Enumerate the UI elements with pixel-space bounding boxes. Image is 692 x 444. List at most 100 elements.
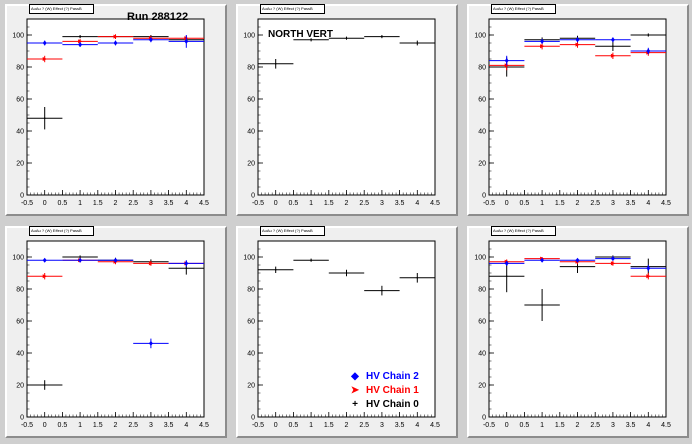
x-tick-label: 3 xyxy=(611,422,615,429)
x-tick-label: 1 xyxy=(78,422,82,429)
x-tick-label: 0.5 xyxy=(58,200,68,207)
x-tick-label: 3.5 xyxy=(626,422,636,429)
legend-label: HV Chain 1 xyxy=(366,385,419,396)
y-tick-label: 100 xyxy=(474,33,486,40)
y-tick-label: 40 xyxy=(478,351,486,358)
x-tick-label: 0 xyxy=(43,422,47,429)
y-tick-label: 60 xyxy=(247,97,255,104)
data-point xyxy=(274,63,277,65)
y-tick-label: 100 xyxy=(12,255,24,262)
x-tick-label: 4 xyxy=(184,200,188,207)
legend-item: + HV Chain 0 xyxy=(348,398,443,412)
x-tick-label: 1.5 xyxy=(324,200,334,207)
x-tick-label: 4.5 xyxy=(661,422,671,429)
data-point xyxy=(647,34,650,36)
run-label: Run 288122 xyxy=(127,11,189,23)
data-point xyxy=(416,42,419,44)
y-tick-label: 40 xyxy=(478,129,486,136)
pad-4: -0.5 0 0.5 1 1.5 2 2.5 3 3.5 4 4.5 0 20 40 60 80 100 AuA… xyxy=(5,226,227,438)
data-point xyxy=(612,45,614,47)
data-point xyxy=(646,274,651,279)
x-tick-label: 0 xyxy=(505,200,509,207)
data-point xyxy=(78,42,83,48)
legend-item: ➤ HV Chain 1 xyxy=(348,384,443,398)
x-tick-label: 2 xyxy=(576,200,580,207)
x-tick-label: 1 xyxy=(309,422,313,429)
x-tick-label: -0.5 xyxy=(21,200,33,207)
data-point xyxy=(345,37,348,39)
x-tick-label: 2 xyxy=(114,200,118,207)
data-point xyxy=(381,35,383,38)
y-tick-label: 80 xyxy=(16,65,24,72)
y-tick-label: 80 xyxy=(16,287,24,294)
data-point xyxy=(310,39,312,41)
data-point xyxy=(345,272,348,274)
y-tick-label: 40 xyxy=(16,129,24,136)
data-point xyxy=(416,277,419,279)
x-tick-label: 4 xyxy=(646,422,650,429)
data-point xyxy=(185,267,188,269)
data-point xyxy=(610,37,615,43)
y-tick-label: 80 xyxy=(247,65,255,72)
x-tick-label: 2 xyxy=(345,200,349,207)
y-tick-label: 0 xyxy=(251,193,255,200)
data-point xyxy=(148,37,153,43)
x-tick-label: 1 xyxy=(540,200,544,207)
x-tick-label: 2 xyxy=(345,422,349,429)
x-tick-label: 4.5 xyxy=(199,200,209,207)
y-tick-label: 20 xyxy=(247,161,255,168)
series-hv-chain-0 xyxy=(258,258,435,296)
y-tick-label: 60 xyxy=(247,319,255,326)
x-tick-label: 4 xyxy=(184,422,188,429)
legend-item: ◆ HV Chain 2 xyxy=(348,370,443,384)
y-tick-label: 40 xyxy=(247,351,255,358)
x-tick-label: 4 xyxy=(646,200,650,207)
x-tick-label: 0.5 xyxy=(289,200,299,207)
x-tick-label: 3 xyxy=(380,422,384,429)
data-point xyxy=(504,260,509,266)
legend-label: HV Chain 0 xyxy=(366,399,419,410)
y-tick-label: 80 xyxy=(478,65,486,72)
x-tick-label: 2.5 xyxy=(128,422,138,429)
data-point xyxy=(43,384,46,386)
y-tick-label: 20 xyxy=(478,161,486,168)
x-tick-label: -0.5 xyxy=(252,200,264,207)
y-tick-label: 0 xyxy=(482,193,486,200)
data-point xyxy=(610,256,615,262)
data-point xyxy=(79,256,81,258)
legend-label: HV Chain 2 xyxy=(366,371,419,382)
y-tick-label: 100 xyxy=(243,33,255,40)
pad-title: AuAu ? (W) Effect (?) PassB xyxy=(29,226,94,236)
x-tick-label: 2.5 xyxy=(590,200,600,207)
x-tick-label: 1.5 xyxy=(555,200,565,207)
pad-5: -0.5 0 0.5 1 1.5 2 2.5 3 3.5 4 4.5 0 20 40 60 80 100 AuA… xyxy=(236,226,458,438)
series-hv-chain-0 xyxy=(258,35,435,69)
pad-title: AuAu ? (W) Effect (?) PassB xyxy=(29,4,94,14)
x-tick-label: 2.5 xyxy=(359,200,369,207)
x-tick-label: 0.5 xyxy=(520,200,530,207)
data-point xyxy=(541,304,543,306)
x-tick-label: 4.5 xyxy=(430,200,440,207)
y-tick-label: 20 xyxy=(247,383,255,390)
y-tick-label: 20 xyxy=(16,383,24,390)
data-point xyxy=(78,257,83,263)
y-tick-label: 20 xyxy=(478,383,486,390)
north-vert-label: NORTH VERT xyxy=(268,29,333,40)
x-tick-label: 3.5 xyxy=(395,200,405,207)
data-point xyxy=(184,260,189,266)
data-point xyxy=(42,274,48,279)
x-tick-label: 4 xyxy=(415,422,419,429)
series-hv-chain-2 xyxy=(27,35,204,48)
pad-title: AuAu ? (W) Effect (?) PassB xyxy=(491,4,556,14)
x-tick-label: 1.5 xyxy=(93,422,103,429)
plus-marker-icon: + xyxy=(352,399,358,410)
x-tick-label: 0 xyxy=(505,422,509,429)
data-point xyxy=(610,261,616,266)
y-tick-label: 60 xyxy=(478,97,486,104)
x-tick-label: 3 xyxy=(380,200,384,207)
data-point xyxy=(310,259,312,261)
